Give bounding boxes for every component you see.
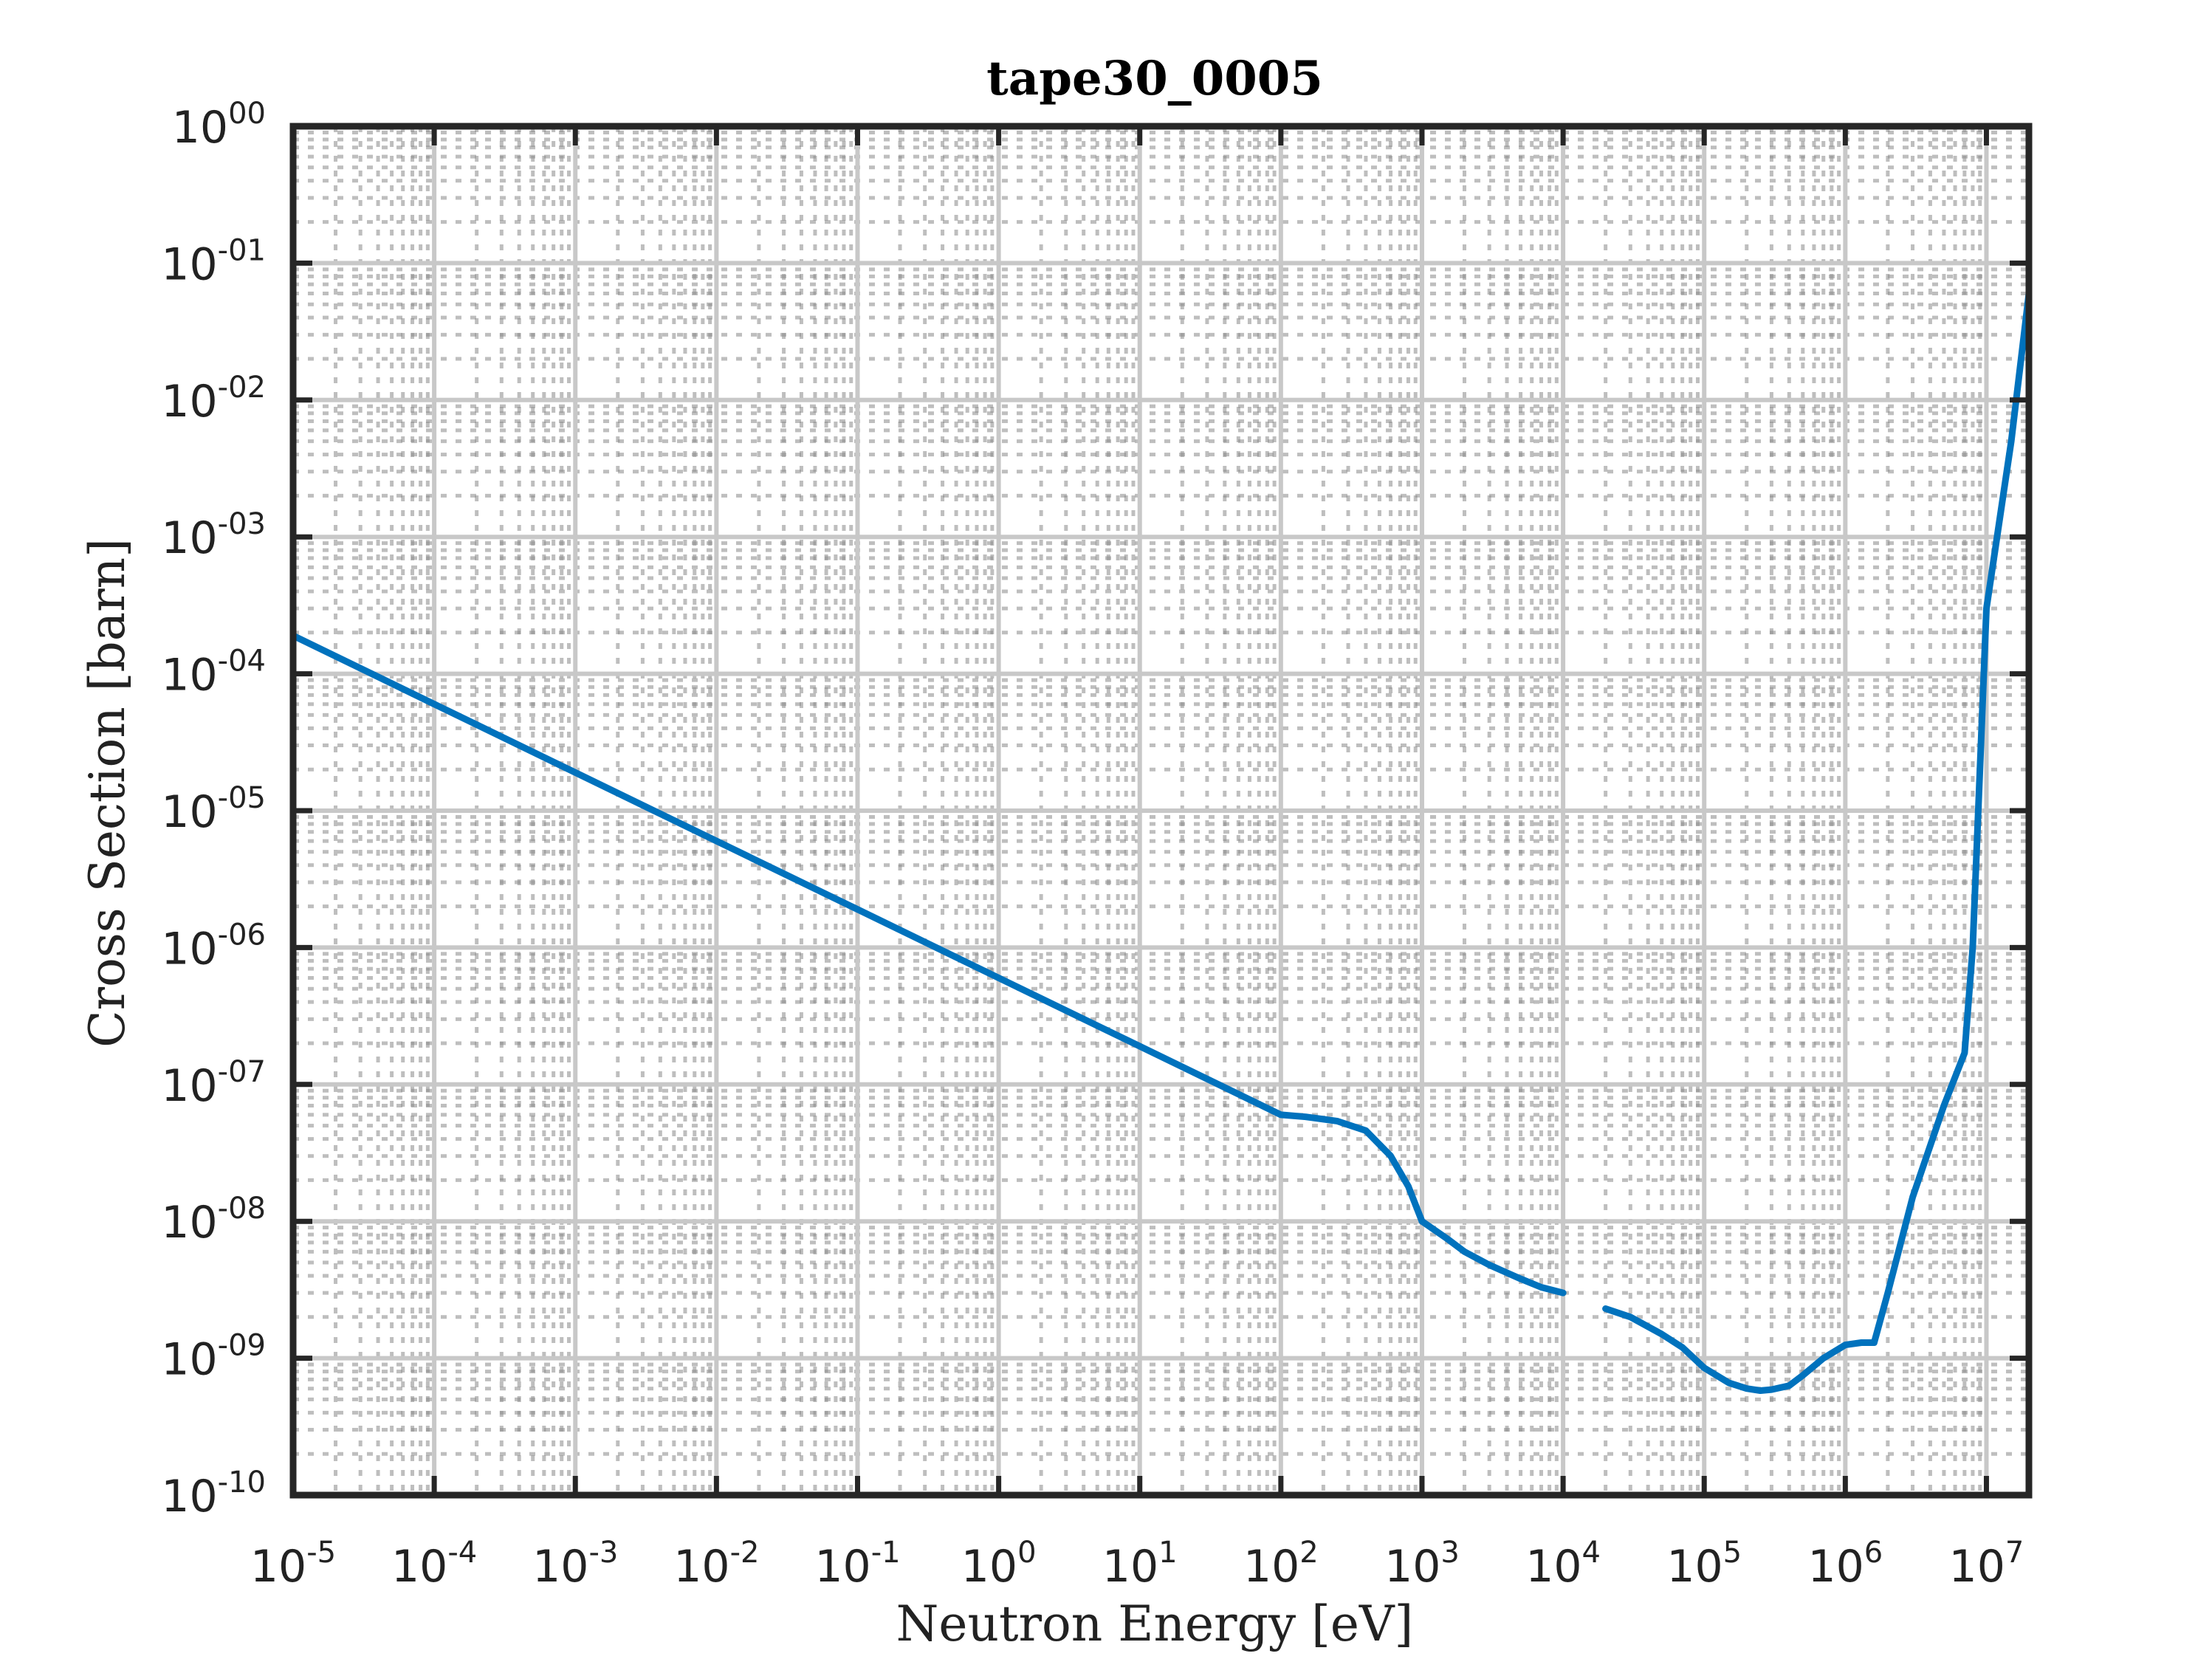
x-axis-label: Neutron Energy [eV] <box>896 1596 1414 1652</box>
x-tick-label: 105 <box>1666 1536 1742 1593</box>
x-tick-label: 10-2 <box>673 1536 759 1593</box>
x-tick-label: 103 <box>1384 1536 1460 1593</box>
y-tick-label: 1000 <box>172 97 266 154</box>
x-tick-label: 10-3 <box>532 1536 618 1593</box>
y-tick-label: 10-07 <box>161 1055 266 1112</box>
x-tick-label: 102 <box>1243 1536 1319 1593</box>
x-tick-label: 10-4 <box>391 1536 477 1593</box>
x-tick-label: 100 <box>961 1536 1037 1593</box>
x-tick-label: 10-1 <box>814 1536 900 1593</box>
y-tick-label: 10-08 <box>161 1192 266 1248</box>
data-line-segment <box>1418 1217 1567 1296</box>
x-tick-label: 106 <box>1807 1536 1883 1593</box>
data-line-segment <box>289 632 1426 1225</box>
y-tick-label: 10-03 <box>161 507 266 564</box>
y-tick-label: 10-01 <box>161 233 266 290</box>
chart-title: tape30_0005 <box>986 51 1323 106</box>
y-tick-label: 10-02 <box>161 371 266 427</box>
y-tick-label: 10-09 <box>161 1329 266 1386</box>
y-tick-label: 10-04 <box>161 645 266 701</box>
y-axis-label: Cross Section [barn] <box>79 538 136 1048</box>
y-tick-label: 10-05 <box>161 781 266 838</box>
x-tick-label: 101 <box>1102 1536 1178 1593</box>
x-tick-label: 107 <box>1949 1536 2024 1593</box>
plot-area: 10-5 10-4 10-3 10-2 10-1 100 101 102 103 104 105 10… <box>161 97 2033 1593</box>
x-tick-label: 104 <box>1525 1536 1601 1593</box>
x-tick-label: 10-5 <box>250 1536 336 1593</box>
y-tick-label: 10-10 <box>161 1466 266 1522</box>
data-line-segment <box>1602 290 2033 1394</box>
y-tick-label: 10-06 <box>161 918 266 975</box>
